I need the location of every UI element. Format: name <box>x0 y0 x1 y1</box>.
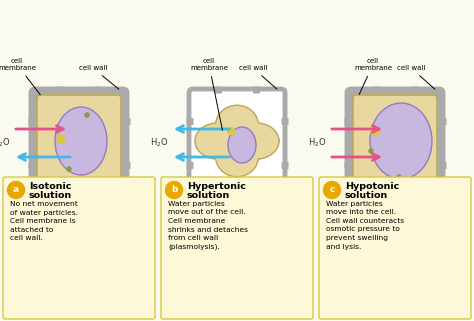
FancyBboxPatch shape <box>353 95 437 191</box>
Text: solution: solution <box>187 191 230 200</box>
Circle shape <box>8 181 25 198</box>
Text: H$_2$O: H$_2$O <box>308 137 326 149</box>
Circle shape <box>397 175 401 179</box>
Text: Hypertonic: Hypertonic <box>187 182 246 191</box>
Text: Water particles
move out of the cell.
Cell membrane
shrinks and detaches
from ce: Water particles move out of the cell. Ce… <box>168 201 248 250</box>
Ellipse shape <box>370 103 432 179</box>
Ellipse shape <box>228 127 256 163</box>
Text: Water particles
move into the cell.
Cell wall counteracts
osmotic pressure to
pr: Water particles move into the cell. Cell… <box>326 201 404 249</box>
Circle shape <box>165 181 182 198</box>
Circle shape <box>228 127 235 134</box>
Text: cell wall: cell wall <box>239 65 277 89</box>
FancyBboxPatch shape <box>31 89 127 197</box>
Text: H$_2$O: H$_2$O <box>149 137 168 149</box>
Text: cell wall: cell wall <box>397 65 435 89</box>
Polygon shape <box>195 105 279 177</box>
Text: cell
membrane: cell membrane <box>0 58 40 95</box>
Text: a: a <box>13 186 19 195</box>
FancyBboxPatch shape <box>3 177 155 319</box>
Text: No net movement
of water particles.
Cell membrane is
attached to
cell wall.: No net movement of water particles. Cell… <box>10 201 78 241</box>
FancyBboxPatch shape <box>347 89 443 197</box>
Circle shape <box>323 181 340 198</box>
FancyBboxPatch shape <box>161 177 313 319</box>
FancyBboxPatch shape <box>189 89 285 197</box>
Text: cell
membrane: cell membrane <box>354 58 392 94</box>
Text: cell
membrane: cell membrane <box>190 58 228 130</box>
Text: c: c <box>329 186 335 195</box>
Circle shape <box>369 149 373 153</box>
Text: solution: solution <box>29 191 72 200</box>
Text: Isotonic: Isotonic <box>29 182 72 191</box>
Ellipse shape <box>55 107 107 175</box>
Text: cell wall: cell wall <box>79 65 119 89</box>
FancyBboxPatch shape <box>37 95 121 191</box>
Circle shape <box>85 113 89 117</box>
Text: b: b <box>171 186 177 195</box>
FancyBboxPatch shape <box>319 177 471 319</box>
Text: solution: solution <box>345 191 388 200</box>
Circle shape <box>371 126 380 135</box>
Text: Hypotonic: Hypotonic <box>345 182 399 191</box>
Text: H$_2$O: H$_2$O <box>0 137 10 149</box>
Circle shape <box>67 167 71 171</box>
Circle shape <box>57 135 65 143</box>
